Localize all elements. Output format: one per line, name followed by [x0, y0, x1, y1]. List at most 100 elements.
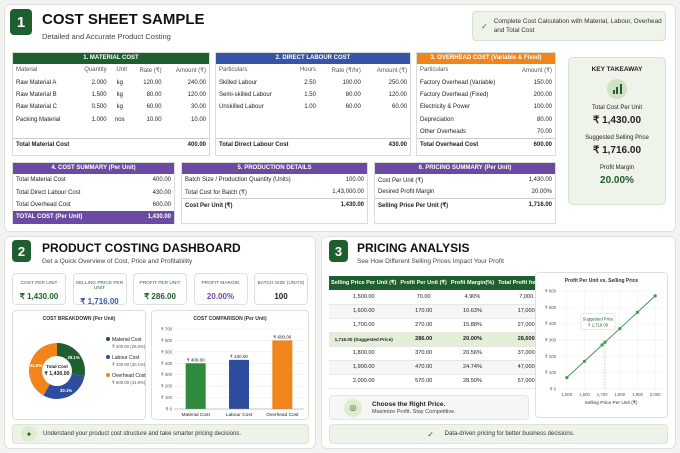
column-header: Selling Price Per Unit (₹)	[329, 276, 399, 290]
y-tick-label: ₹ 200	[545, 354, 557, 359]
donut-slice	[57, 343, 85, 377]
donut-slice	[29, 343, 57, 396]
table-row: Total Overhead Cost 600.00	[16, 201, 171, 208]
data-point	[565, 375, 569, 380]
donut-slice	[43, 373, 85, 399]
check-circle-icon: ✓	[427, 429, 434, 439]
production-details-table: 5. PRODUCTION DETAILS Batch Size / Produ…	[181, 162, 368, 224]
kpi-card: SELLING PRICE PER UNIT ₹ 1,716.00	[72, 273, 127, 306]
cost-breakdown-chart: COST BREAKDOWN (Per Unit) 28.1% Material …	[12, 310, 146, 420]
pricing-title: PRICING ANALYSIS	[357, 241, 470, 255]
calc-note: ✓ Complete Cost Calculation with Materia…	[472, 11, 666, 41]
lightbulb-icon: ✦	[21, 426, 37, 442]
table-row: 1,716.00 (Suggested Price) 286.00 20.00% 28…	[329, 332, 565, 347]
pricing-subtitle: See How Different Selling Prices Impact …	[357, 258, 504, 265]
table-row: Total Material Cost 400.00	[16, 177, 171, 184]
x-tick-label: Material Cost	[182, 412, 211, 418]
chart-icon	[607, 79, 627, 99]
table-row: Factory Overhead (Variable) 150.00	[420, 79, 552, 86]
y-tick-label: ₹ 200	[161, 384, 173, 389]
data-point	[653, 294, 657, 298]
y-tick-label: ₹ 300	[161, 372, 173, 377]
x-tick-label: Overhead Cost	[266, 412, 299, 418]
legend-swatch	[106, 337, 110, 341]
material-cost-table: 1. MATERIAL COST Material Quantity Unit Rat…	[12, 52, 210, 156]
legend-detail: ₹ 600.00 (41.9%)	[112, 380, 146, 385]
table-row: Unskilled Labour 1.00 60.00 60.00	[219, 104, 407, 111]
legend-label: Labour Cost	[112, 355, 140, 361]
column-header: Amount (₹)	[175, 67, 206, 74]
slice-label: 30.1%	[60, 388, 72, 393]
table-row	[13, 126, 209, 138]
y-tick-label: ₹ 500	[545, 305, 557, 310]
dashboard-title: PRODUCT COSTING DASHBOARD	[42, 241, 241, 255]
table-row: 1,800.00 370.00 20.56% 37,000.00	[329, 346, 565, 361]
key-takeaway-card: KEY TAKEAWAY Total Cost Per Unit ₹ 1,430…	[568, 57, 666, 205]
y-tick-label: ₹ 400	[545, 321, 557, 326]
table-row: Semi-skilled Labour 1.50 80.00 120.00	[219, 91, 407, 98]
column-header: Profit Per Unit (₹)	[398, 276, 449, 290]
pricing-summary-table: 6. PRICING SUMMARY (Per Unit) Cost Per U…	[374, 162, 556, 224]
y-tick-label: ₹ 0	[550, 387, 557, 392]
dashboard-banner: ✦ Understand your product cost structure …	[12, 424, 309, 444]
data-point	[618, 326, 622, 331]
column-header: Quantity	[84, 67, 107, 74]
kpi-card: PROFIT PER UNIT ₹ 286.00	[133, 273, 187, 305]
x-tick-label: 2,000	[650, 392, 661, 397]
profit-vs-price-chart: Profit Per Unit vs. Selling Price ₹ 0 ₹ 1…	[535, 272, 668, 418]
page-title: COST SHEET SAMPLE	[42, 11, 205, 28]
y-tick-label: ₹ 600	[545, 289, 557, 294]
column-header: Particulars	[219, 67, 248, 74]
table-row	[216, 114, 410, 126]
target-icon: ◎	[344, 398, 362, 417]
column-header: Amount (₹)	[521, 67, 552, 74]
column-header: Material	[16, 67, 38, 74]
table-row: Raw Material C 0.500 kg 60.00 30.00	[16, 104, 206, 111]
table-row: Electricity & Power 100.00	[420, 104, 552, 111]
slice-label: 41.9%	[30, 363, 42, 368]
x-tick-label: 1,600	[579, 392, 590, 397]
y-tick-label: ₹ 0	[166, 407, 173, 412]
donut-center-value: ₹ 1,430.00	[44, 371, 70, 377]
kpi-card: BATCH SIZE (UNITS) 100	[254, 273, 308, 305]
table-row: Factory Overhead (Fixed) 200.00	[420, 91, 552, 98]
choose-price-card: ◎ Choose the Right Price. Maximize Profit…	[329, 395, 529, 420]
y-tick-label: ₹ 400	[161, 361, 173, 366]
x-tick-label: Labour Cost	[226, 412, 253, 418]
column-header: Hours	[299, 67, 316, 74]
data-point	[600, 343, 604, 347]
slice-label: 28.1%	[67, 355, 79, 360]
table-row: Desired Profit Margin 20.00%	[378, 189, 552, 196]
annotation-value: ₹ 1,716.00	[588, 322, 609, 327]
table-row: 1,600.00 170.00 10.63% 17,000.00	[329, 304, 565, 319]
table-row: 1,500.00 70.00 4.90% 7,000.00	[329, 290, 565, 305]
y-tick-label: ₹ 500	[161, 349, 173, 354]
bar	[185, 363, 206, 409]
table-row: Total Cost for Batch (₹) 1,43,000.00	[185, 189, 364, 196]
cost-comparison-chart: COST COMPARISON (Per Unit) ₹ 0 ₹ 100 ₹ 200…	[151, 310, 309, 420]
y-tick-label: ₹ 700	[161, 327, 173, 332]
labour-cost-table: 2. DIRECT LABOUR COST Particulars Hours Ra…	[215, 52, 411, 156]
bar	[272, 340, 293, 409]
table-row: 2,000.00 570.00 28.50% 57,000.00	[329, 374, 565, 389]
x-tick-label: 1,700	[597, 392, 608, 397]
page-subtitle: Detailed and Accurate Product Costing	[42, 32, 171, 41]
column-header: Unit	[116, 67, 128, 74]
table-row: Raw Material B 1.500 kg 80.00 120.00	[16, 91, 206, 98]
cost-summary-table: 4. COST SUMMARY (Per Unit) Total Materia…	[12, 162, 175, 224]
column-header: Rate (₹/hr)	[331, 67, 361, 74]
legend-detail: ₹ 430.00 (30.1%)	[112, 362, 146, 367]
check-icon: ✓	[481, 21, 488, 31]
series-line	[566, 295, 656, 378]
table-row: Depreciation 80.00	[420, 116, 552, 123]
dashboard-subtitle: Get a Quick Overview of Cost, Price and …	[42, 258, 193, 265]
legend-label: Overhead Cost	[112, 373, 146, 379]
column-header: Particulars	[420, 67, 449, 74]
legend-label: Material Cost	[112, 337, 142, 343]
bar-value-label: ₹ 400.00	[187, 357, 205, 362]
x-tick-label: 1,500	[561, 392, 572, 397]
legend-swatch	[106, 373, 110, 377]
kpi-card: PROFIT MARGIN 20.00%	[193, 273, 248, 305]
section-1-number: 1	[10, 9, 32, 35]
pricing-banner: ✓ Data-driven pricing for better business…	[329, 424, 668, 444]
